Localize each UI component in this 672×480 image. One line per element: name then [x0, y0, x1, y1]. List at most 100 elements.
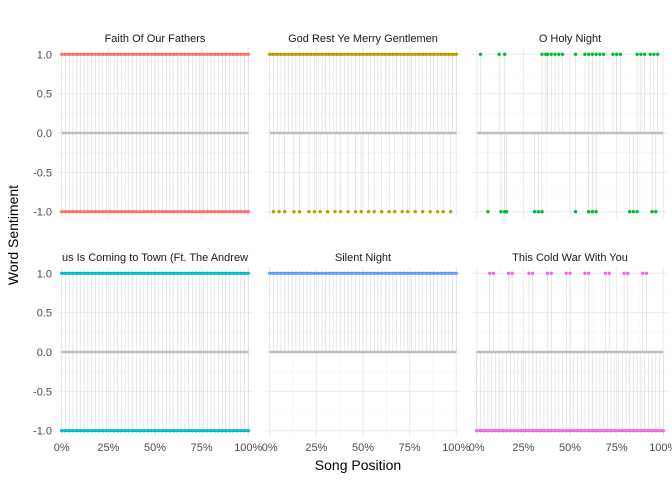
sentiment-point — [123, 210, 127, 214]
y-tick-label: 1.0 — [37, 49, 52, 61]
sentiment-point — [353, 52, 358, 56]
sentiment-point — [553, 52, 557, 56]
sentiment-point — [350, 271, 354, 275]
sentiment-point — [130, 429, 135, 433]
sentiment-point — [428, 271, 432, 275]
x-axis-title: Song Position — [315, 457, 401, 473]
sentiment-point — [194, 429, 198, 433]
sentiment-point — [242, 429, 247, 433]
sentiment-point — [160, 271, 165, 275]
sentiment-point — [115, 52, 120, 56]
sentiment-point — [142, 429, 146, 433]
sentiment-point — [86, 210, 90, 214]
sentiment-point — [239, 210, 243, 214]
sentiment-point — [618, 52, 623, 56]
sentiment-point — [553, 429, 557, 433]
sentiment-point — [538, 429, 542, 433]
sentiment-point — [607, 271, 611, 275]
sentiment-point — [359, 210, 363, 214]
sentiment-point — [309, 52, 313, 56]
sentiment-point — [454, 271, 458, 275]
sentiment-point — [290, 271, 294, 275]
sentiment-point — [153, 52, 157, 56]
sentiment-point — [503, 52, 507, 56]
sentiment-point — [186, 271, 191, 275]
sentiment-point — [142, 210, 146, 214]
sentiment-point — [108, 429, 112, 433]
sentiment-point — [212, 271, 217, 275]
sentiment-point — [560, 429, 565, 433]
sentiment-point — [376, 271, 380, 275]
sentiment-point — [611, 52, 615, 56]
sentiment-point — [74, 210, 79, 214]
sentiment-point — [242, 210, 247, 214]
sentiment-point — [119, 210, 124, 214]
sentiment-point — [523, 429, 527, 433]
x-tick-label: 0% — [54, 442, 70, 454]
sentiment-point — [277, 210, 281, 214]
sentiment-point — [115, 210, 120, 214]
sentiment-point — [655, 52, 660, 56]
x-tick-label: 0% — [262, 442, 278, 454]
sentiment-point — [568, 271, 572, 275]
sentiment-point — [216, 429, 221, 433]
sentiment-point — [145, 429, 150, 433]
sentiment-point — [441, 210, 445, 214]
sentiment-point — [439, 271, 444, 275]
x-tick-label: 100% — [234, 442, 262, 454]
sentiment-point — [224, 210, 228, 214]
sentiment-point — [286, 271, 291, 275]
sentiment-point — [413, 271, 417, 275]
x-tick-label: 50% — [144, 442, 166, 454]
sentiment-point — [149, 429, 153, 433]
sentiment-point — [93, 210, 98, 214]
sentiment-point — [613, 429, 617, 433]
sentiment-point — [220, 210, 224, 214]
sentiment-point — [190, 271, 195, 275]
sentiment-point — [186, 210, 191, 214]
sentiment-point — [216, 52, 221, 56]
sentiment-point — [282, 271, 287, 275]
sentiment-point — [78, 429, 83, 433]
sentiment-point — [93, 429, 98, 433]
sentiment-point — [439, 52, 444, 56]
sentiment-point — [357, 271, 361, 275]
sentiment-point — [282, 52, 287, 56]
sentiment-point — [242, 52, 247, 56]
sentiment-point — [489, 429, 494, 433]
sentiment-point — [530, 271, 535, 275]
sentiment-point — [486, 210, 490, 214]
sentiment-point — [501, 429, 505, 433]
sentiment-point — [101, 429, 105, 433]
sentiment-point — [486, 429, 490, 433]
sentiment-point — [205, 210, 209, 214]
sentiment-point — [542, 429, 546, 433]
x-tick-label: 50% — [559, 442, 581, 454]
sentiment-point — [74, 52, 79, 56]
sentiment-point — [227, 271, 232, 275]
sentiment-point — [642, 429, 647, 433]
sentiment-point — [78, 52, 83, 56]
sentiment-point — [60, 429, 64, 433]
sentiment-point — [157, 210, 161, 214]
sentiment-point — [510, 271, 514, 275]
sentiment-point — [71, 429, 75, 433]
sentiment-point — [342, 271, 347, 275]
sentiment-point — [93, 271, 98, 275]
sentiment-point — [372, 52, 376, 56]
sentiment-point — [89, 429, 94, 433]
sentiment-point — [149, 271, 153, 275]
sentiment-point — [586, 271, 591, 275]
sentiment-point — [286, 52, 291, 56]
y-tick-label: -0.5 — [33, 167, 52, 179]
sentiment-point — [271, 271, 276, 275]
sentiment-point — [586, 210, 591, 214]
sentiment-point — [627, 429, 632, 433]
sentiment-point — [530, 429, 535, 433]
sentiment-point — [372, 271, 376, 275]
sentiment-point — [108, 271, 112, 275]
sentiment-point — [86, 271, 90, 275]
sentiment-point — [635, 210, 639, 214]
sentiment-point — [601, 429, 606, 433]
sentiment-point — [557, 52, 561, 56]
